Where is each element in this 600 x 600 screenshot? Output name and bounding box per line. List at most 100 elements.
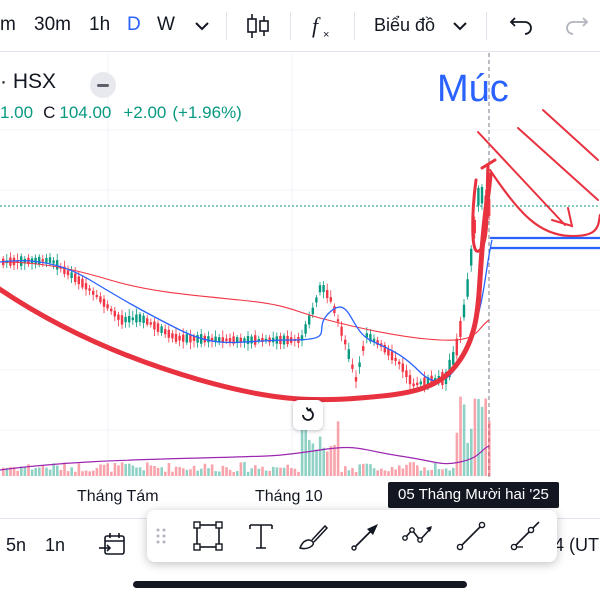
volume-bar xyxy=(304,425,307,476)
chart-type-label[interactable]: Biểu đồ xyxy=(374,15,436,35)
candle-body xyxy=(34,257,37,264)
volume-bar xyxy=(30,469,34,476)
chevron-down-icon[interactable] xyxy=(190,10,214,42)
candle-body xyxy=(41,259,44,262)
volume-bar xyxy=(160,467,163,476)
volume-bar xyxy=(225,467,228,476)
interval-1h[interactable]: 1h xyxy=(89,14,111,35)
candle-body xyxy=(153,321,156,330)
candle-body xyxy=(318,285,322,293)
calendar-goto-icon[interactable] xyxy=(98,531,128,559)
volume-bar xyxy=(275,467,279,476)
legend-change-pct: (+1.96%) xyxy=(172,103,242,122)
candle-body xyxy=(426,377,430,385)
volume-bar xyxy=(38,467,41,476)
candle-body xyxy=(477,187,480,206)
volume-bar xyxy=(146,462,149,476)
volume-bar xyxy=(261,466,264,476)
candle-body xyxy=(128,316,131,323)
undo-icon[interactable] xyxy=(506,10,538,42)
candle-body xyxy=(448,359,451,378)
candle-body xyxy=(322,285,325,293)
candle-body xyxy=(455,338,458,356)
candle-body xyxy=(84,283,88,290)
path-tool-icon[interactable] xyxy=(402,520,434,552)
reset-chart-button[interactable] xyxy=(293,400,323,430)
candle-body xyxy=(16,260,19,263)
candle-body xyxy=(45,257,48,263)
candle-body xyxy=(149,322,152,325)
legend-close-prefix: C xyxy=(43,103,56,122)
drag-handle-icon[interactable] xyxy=(155,526,167,546)
candle-body xyxy=(120,315,124,325)
ray-tool-icon[interactable] xyxy=(509,520,541,552)
range-1d[interactable]: 1n xyxy=(45,535,66,555)
candle-body xyxy=(70,272,73,279)
volume-ma-line xyxy=(0,445,490,471)
trend-line-tool-icon[interactable] xyxy=(455,520,487,552)
candle-body xyxy=(63,266,66,274)
volume-bar xyxy=(74,471,77,476)
candle-body xyxy=(81,278,84,288)
text-tool-icon[interactable] xyxy=(245,520,277,552)
volume-bar xyxy=(333,444,336,476)
volume-bar xyxy=(246,471,250,476)
candle-body xyxy=(246,335,250,345)
volume-bar xyxy=(88,471,91,476)
volume-bar xyxy=(336,421,340,476)
volume-bar xyxy=(243,462,246,476)
volume-bar xyxy=(9,467,12,476)
timezone-label[interactable]: 4 (UT xyxy=(554,535,599,555)
interval-minute[interactable]: m xyxy=(0,14,16,35)
volume-bar xyxy=(455,432,459,476)
home-indicator xyxy=(133,581,467,588)
volume-bar xyxy=(470,428,473,476)
volume-bar xyxy=(286,464,289,476)
redo-icon[interactable] xyxy=(560,10,592,42)
volume-bar xyxy=(106,463,109,476)
annotation-text[interactable]: Múc xyxy=(437,68,509,110)
toolbar-divider xyxy=(290,12,291,40)
candle-body xyxy=(189,334,192,343)
candle-body xyxy=(412,383,415,387)
volume-bar xyxy=(92,470,95,476)
volume-bar xyxy=(153,466,156,476)
interval-weekly[interactable]: W xyxy=(157,14,175,35)
volume-bar xyxy=(369,464,372,476)
candle-body xyxy=(452,352,455,365)
candle-body xyxy=(459,320,462,338)
volume-bar xyxy=(239,462,243,476)
indicator-fx-icon[interactable]: f × xyxy=(306,10,338,42)
legend-close-value: 104.00 xyxy=(59,103,112,122)
candle-body xyxy=(92,290,95,295)
rectangle-tool-icon[interactable] xyxy=(192,520,224,552)
volume-bar xyxy=(20,466,23,476)
candle-body xyxy=(434,377,437,381)
volume-bar xyxy=(264,470,268,476)
volume-bar xyxy=(351,468,354,476)
arrow-tool-icon[interactable] xyxy=(350,520,382,552)
volume-bar xyxy=(45,467,48,476)
candle-body xyxy=(405,370,408,377)
price-chart[interactable] xyxy=(0,53,600,510)
candlestick-icon[interactable] xyxy=(242,10,274,42)
brush-tool-icon[interactable] xyxy=(297,520,329,552)
volume-bar xyxy=(293,468,297,476)
volume-bar xyxy=(182,468,185,476)
volume-bar xyxy=(250,468,253,476)
candle-body xyxy=(243,338,246,342)
candle-body xyxy=(311,307,314,315)
interval-30m[interactable]: 30m xyxy=(34,14,71,35)
hand-drawing-support-lines xyxy=(490,236,600,250)
candle-body xyxy=(304,324,307,334)
range-5d[interactable]: 5n xyxy=(6,535,27,555)
interval-daily[interactable]: D xyxy=(127,14,141,35)
drawing-toolbar xyxy=(147,510,557,562)
legend-collapse-button[interactable] xyxy=(90,72,116,98)
symbol-name[interactable]: · HSX xyxy=(0,70,57,93)
volume-bar xyxy=(444,468,448,476)
candle-body xyxy=(117,314,120,320)
symbol-legend: · HSX xyxy=(0,70,56,94)
chevron-down-icon[interactable] xyxy=(448,10,472,42)
volume-bar xyxy=(99,464,102,476)
